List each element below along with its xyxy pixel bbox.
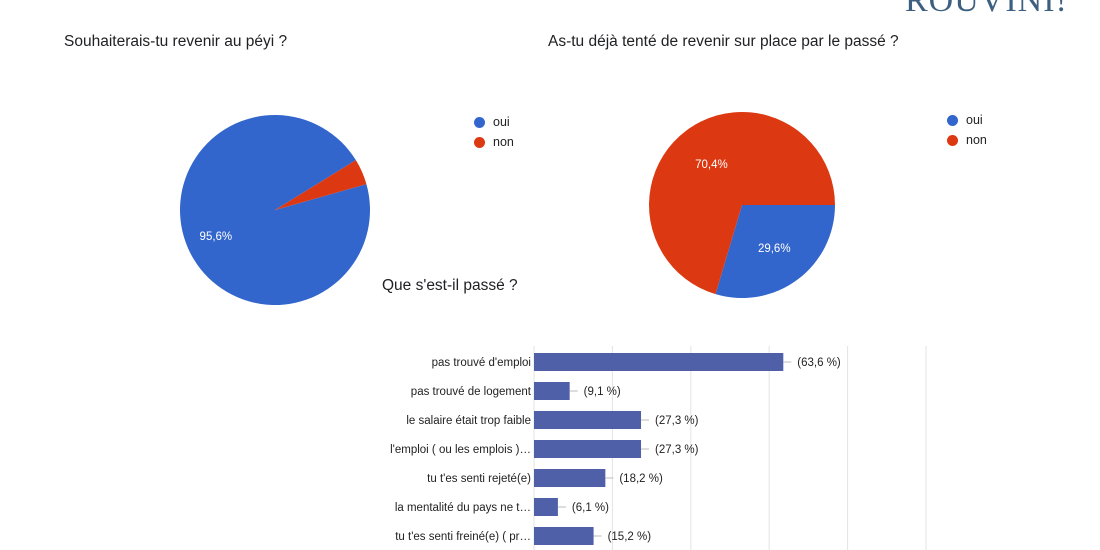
pie-slice-oui[interactable]	[715, 205, 835, 298]
legend-label: oui	[966, 113, 983, 127]
bar[interactable]	[534, 527, 594, 545]
legend-dot-oui	[947, 114, 958, 126]
pie-slice-label: 70,4%	[695, 159, 728, 171]
legend-label: non	[493, 135, 514, 149]
bar-value-label: (63,6 %)	[797, 357, 841, 369]
bar-chart: pas trouvé d'emploi (63,6 %) pas trouvé de…	[390, 346, 927, 550]
bar-value-label: (6,1 %)	[572, 502, 609, 514]
legend-dot-oui	[474, 116, 485, 128]
brand-logo: ROUVINI!	[905, 0, 1068, 19]
pie-slice-label: 95,6%	[200, 231, 233, 243]
legend-dot-non	[474, 136, 485, 148]
legend-label: oui	[493, 115, 510, 129]
pie2-legend: oui non	[947, 110, 987, 150]
pie-slice-non[interactable]	[649, 112, 835, 295]
bar-category-label: pas trouvé d'emploi	[432, 357, 531, 369]
legend-item-non[interactable]: non	[474, 132, 514, 152]
bar-chart-title: Que s'est-il passé ?	[382, 277, 518, 294]
bar-value-label: (15,2 %)	[608, 531, 652, 543]
bar-value-label: (18,2 %)	[619, 473, 663, 485]
bar-value-label: (27,3 %)	[655, 415, 699, 427]
bar-category-label: tu t'es senti freiné(e) ( pr…	[395, 531, 531, 543]
pie1-title: Souhaiterais-tu revenir au péyi ?	[64, 33, 288, 50]
bar[interactable]	[534, 469, 606, 487]
bar[interactable]	[534, 440, 642, 458]
legend-item-oui[interactable]: oui	[474, 112, 514, 132]
pie2-chart: 29,6% 70,4%	[649, 112, 835, 298]
legend-item-oui[interactable]: oui	[947, 110, 987, 130]
bar-category-label: l'emploi ( ou les emplois )…	[390, 444, 531, 456]
bar[interactable]	[534, 498, 558, 516]
bar-value-label: (27,3 %)	[655, 444, 699, 456]
pie1-legend: oui non	[474, 112, 514, 152]
pie-slice-label: 29,6%	[758, 243, 791, 255]
pie-slice-oui[interactable]	[180, 115, 370, 306]
legend-item-non[interactable]: non	[947, 130, 987, 150]
legend-label: non	[966, 133, 987, 147]
bar[interactable]	[534, 353, 784, 371]
bar-category-label: pas trouvé de logement	[411, 386, 532, 398]
pie1-chart: 95,6%	[180, 115, 370, 306]
bar-category-label: tu t'es senti rejeté(e)	[427, 473, 531, 485]
bar-category-label: le salaire était trop faible	[406, 415, 531, 427]
bar-category-label: la mentalité du pays ne t…	[395, 502, 531, 514]
bar[interactable]	[534, 382, 570, 400]
pie-slice-non[interactable]	[275, 160, 367, 210]
pie2-title: As-tu déjà tenté de revenir sur place pa…	[548, 33, 899, 50]
bar-value-label: (9,1 %)	[584, 386, 621, 398]
legend-dot-non	[947, 134, 958, 146]
bar[interactable]	[534, 411, 642, 429]
